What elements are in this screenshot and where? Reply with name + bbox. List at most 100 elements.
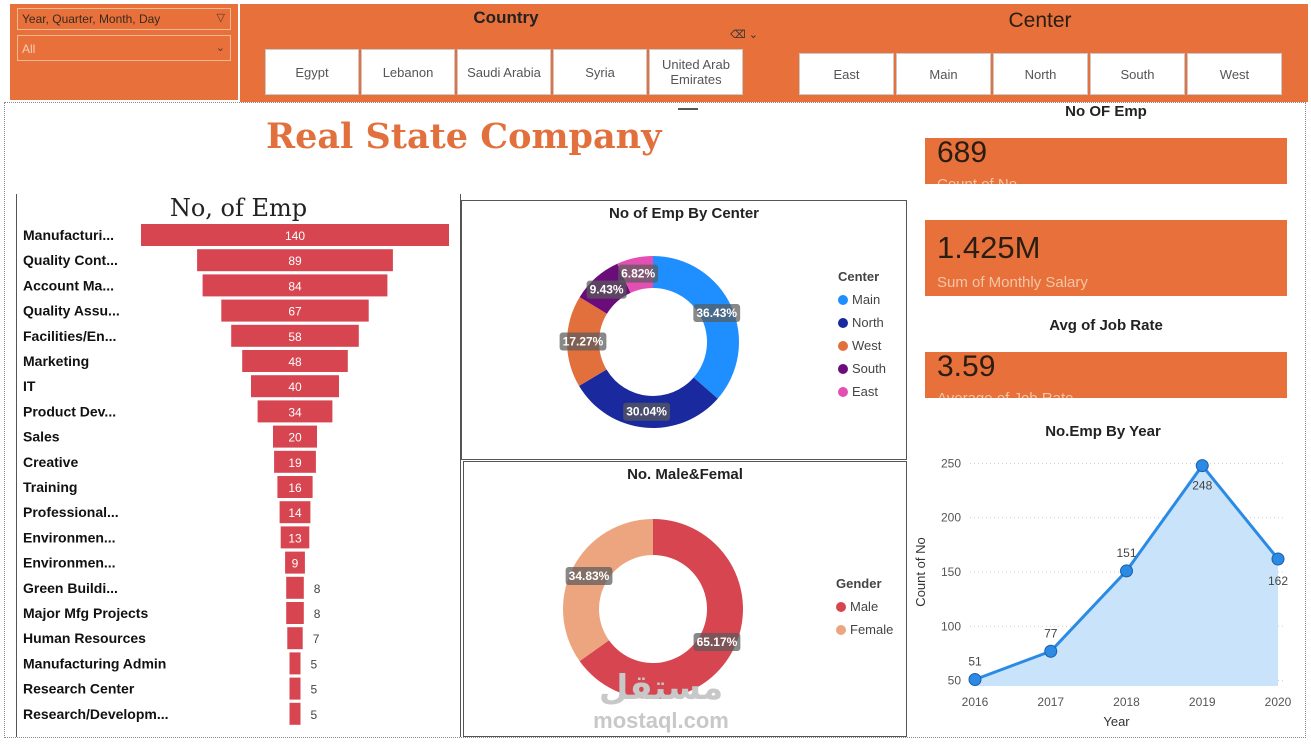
country-tile-syria[interactable]: Syria xyxy=(553,49,647,95)
data-point[interactable] xyxy=(1195,459,1209,473)
funnel-bar[interactable] xyxy=(289,702,301,725)
center-tile-main[interactable]: Main xyxy=(896,53,991,95)
legend-label: Male xyxy=(850,599,879,614)
center-slicer: Center East Main North South West xyxy=(772,4,1308,102)
x-tick-label: 2016 xyxy=(962,695,989,709)
legend-marker-icon xyxy=(838,294,848,305)
funnel-category-label: Research/Developm... xyxy=(23,706,169,722)
funnel-bar[interactable] xyxy=(289,652,301,675)
funnel-bar[interactable] xyxy=(273,425,317,448)
y-tick-label: 150 xyxy=(941,565,961,579)
donut-slice-north[interactable] xyxy=(579,369,718,428)
funnel-bar[interactable] xyxy=(285,551,305,574)
legend-item-main[interactable]: Main xyxy=(838,292,886,307)
eraser-icon[interactable]: ⌫ ⌄ xyxy=(730,29,758,41)
legend-marker-icon xyxy=(838,317,848,328)
country-tile-united-arab-emirates[interactable]: United Arab Emirates xyxy=(649,49,743,95)
funnel-bar[interactable] xyxy=(202,274,388,297)
donut-slice-female[interactable] xyxy=(563,519,653,662)
funnel-value-label: 5 xyxy=(311,683,318,697)
legend-marker-icon xyxy=(838,386,848,397)
funnel-bar[interactable] xyxy=(279,501,311,524)
funnel-value-label: 48 xyxy=(288,355,302,369)
country-tile-lebanon[interactable]: Lebanon xyxy=(361,49,455,95)
data-point[interactable] xyxy=(1271,552,1285,566)
x-tick-label: 2019 xyxy=(1189,695,1216,709)
center-tile-north[interactable]: North xyxy=(993,53,1088,95)
funnel-bar[interactable] xyxy=(231,324,359,347)
legend-item-west[interactable]: West xyxy=(838,338,886,353)
funnel-value-label: 5 xyxy=(311,708,318,722)
donut-data-label: 17.27% xyxy=(563,335,604,349)
legend-item-female[interactable]: Female xyxy=(836,622,893,637)
gender-donut-chart: 65.17% 34.83% xyxy=(563,519,743,699)
donut-slice-male[interactable] xyxy=(579,519,743,699)
donut-data-label: 65.17% xyxy=(697,635,738,649)
donut-label-bg xyxy=(559,332,607,351)
date-value-dropdown[interactable]: All ⌄ xyxy=(17,35,231,61)
legend-item-north[interactable]: North xyxy=(838,315,886,330)
funnel-bar[interactable] xyxy=(286,576,304,599)
donut-label-bg xyxy=(586,280,627,299)
legend-item-east[interactable]: East xyxy=(838,384,886,399)
data-point[interactable] xyxy=(1044,644,1058,658)
donut-data-label: 9.43% xyxy=(590,283,624,297)
y-axis-title: Count of No xyxy=(913,537,928,606)
funnel-category-label: Professional... xyxy=(23,504,119,520)
donut-label-bg xyxy=(693,633,741,652)
date-value-label: All xyxy=(22,42,36,56)
funnel-bar[interactable] xyxy=(286,602,304,624)
jobrate-kpi-value: 3.59 xyxy=(937,352,996,383)
center-tile-east[interactable]: East xyxy=(799,53,894,95)
funnel-value-label: 89 xyxy=(288,254,302,268)
funnel-bar[interactable] xyxy=(141,224,449,246)
legend-label: South xyxy=(852,361,886,376)
chevron-down-icon: ⌄ xyxy=(215,42,225,54)
funnel-bar[interactable] xyxy=(274,450,316,473)
funnel-category-label: IT xyxy=(23,378,36,394)
center-legend-title: Center xyxy=(838,269,880,284)
funnel-category-label: Manufacturi... xyxy=(23,227,114,243)
center-tile-south[interactable]: South xyxy=(1090,53,1185,95)
year-area-chart-title: No.Emp By Year xyxy=(1045,423,1161,440)
salary-kpi-value: 1.425M xyxy=(937,230,1041,265)
funnel-bar[interactable] xyxy=(257,400,333,423)
data-point[interactable] xyxy=(1120,564,1133,578)
gender-legend-title: Gender xyxy=(836,576,882,591)
legend-label: East xyxy=(852,384,879,399)
funnel-bar[interactable] xyxy=(251,375,339,398)
funnel-chart-panel: No, of Emp Manufacturi... 140 Quality Cont… xyxy=(16,194,461,737)
funnel-bar[interactable] xyxy=(197,249,393,272)
funnel-category-label: Human Resources xyxy=(23,630,146,646)
country-tile-saudi-arabia[interactable]: Saudi Arabia xyxy=(457,49,551,95)
emp-kpi-label: Count of No xyxy=(937,176,1017,184)
funnel-category-label: Quality Assu... xyxy=(23,303,120,319)
funnel-category-label: Quality Cont... xyxy=(23,252,118,268)
funnel-value-label: 19 xyxy=(288,456,302,470)
funnel-category-label: Marketing xyxy=(23,353,89,369)
legend-item-south[interactable]: South xyxy=(838,361,886,376)
year-area-chart: 50 100 150 200 250 51 2016 77 2017 151 2018 248 2019… xyxy=(913,456,1292,729)
center-tile-west[interactable]: West xyxy=(1187,53,1282,95)
country-tile-egypt[interactable]: Egypt xyxy=(265,49,359,95)
funnel-bar[interactable] xyxy=(280,526,310,549)
funnel-category-label: Manufacturing Admin xyxy=(23,655,166,671)
donut-slice-main[interactable] xyxy=(653,256,739,399)
data-point[interactable] xyxy=(968,672,982,686)
funnel-bar[interactable] xyxy=(287,627,303,650)
funnel-bar[interactable] xyxy=(242,350,348,372)
y-tick-label: 250 xyxy=(941,456,961,470)
chevron-down-icon: ▽ xyxy=(216,12,225,24)
funnel-value-label: 20 xyxy=(288,431,302,445)
date-hierarchy-dropdown[interactable]: Year, Quarter, Month, Day ▽ xyxy=(17,8,231,30)
funnel-bar[interactable] xyxy=(221,299,369,322)
legend-label: North xyxy=(852,315,884,330)
funnel-value-label: 140 xyxy=(285,229,305,243)
funnel-bar[interactable] xyxy=(289,677,301,700)
funnel-value-label: 34 xyxy=(288,405,302,419)
legend-item-male[interactable]: Male xyxy=(836,599,893,614)
funnel-value-label: 40 xyxy=(288,380,302,394)
funnel-bar[interactable] xyxy=(277,476,313,498)
resize-handle[interactable] xyxy=(678,108,698,110)
